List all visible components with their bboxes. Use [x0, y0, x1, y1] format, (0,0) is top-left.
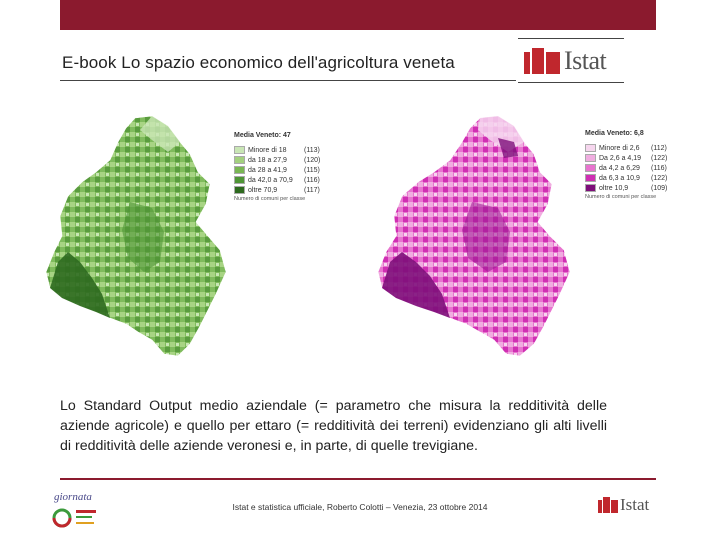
legend-note: Numero di comuni per classe — [585, 194, 657, 200]
legend-row: Minore di 2,6 (112) — [585, 143, 673, 153]
legend-magenta: Media Veneto: 6,8 Minore di 2,6 (112) Da … — [585, 130, 673, 201]
legend-row: Da 2,6 a 4,19 (122) — [585, 153, 673, 163]
istat-footer-logo-text: Istat — [620, 495, 650, 514]
footer-divider — [60, 478, 656, 480]
istat-logo-text: Istat — [564, 46, 607, 75]
map-veneto-magenta — [377, 115, 571, 357]
footer-text: Istat e statistica ufficiale, Roberto Co… — [232, 502, 488, 512]
istat-footer-logo: Istat — [598, 495, 660, 517]
legend-title: Media Veneto: 6,8 — [585, 130, 644, 137]
legend-title: Media Veneto: 47 — [234, 132, 291, 139]
giornata-statistica-logo: giornata — [52, 491, 96, 528]
legend-row: oltre 10,9 (109) — [585, 183, 673, 193]
legend-row: da 6,3 a 10,9 (122) — [585, 173, 673, 183]
map-veneto-green — [45, 115, 227, 357]
legend-green: Media Veneto: 47 Minore di 18 (113) da 18… — [234, 132, 326, 203]
legend-row: da 4,2 a 6,29 (116) — [585, 163, 673, 173]
legend-row: da 18 a 27,9 (120) — [234, 155, 326, 165]
legend-row: oltre 70,9 (117) — [234, 185, 326, 195]
legend-row: da 28 a 41,9 (115) — [234, 165, 326, 175]
legend-row: da 42,0 a 70,9 (116) — [234, 175, 326, 185]
svg-text:giornata: giornata — [54, 491, 92, 503]
top-banner — [60, 0, 656, 30]
legend-note: Numero di comuni per classe — [234, 196, 306, 202]
istat-logo: Istat — [518, 38, 624, 84]
legend-row: Minore di 18 (113) — [234, 145, 326, 155]
body-paragraph: Lo Standard Output medio aziendale (= pa… — [60, 398, 607, 454]
title-divider — [60, 80, 516, 81]
page-title: E-book Lo spazio economico dell'agricolt… — [62, 53, 455, 72]
